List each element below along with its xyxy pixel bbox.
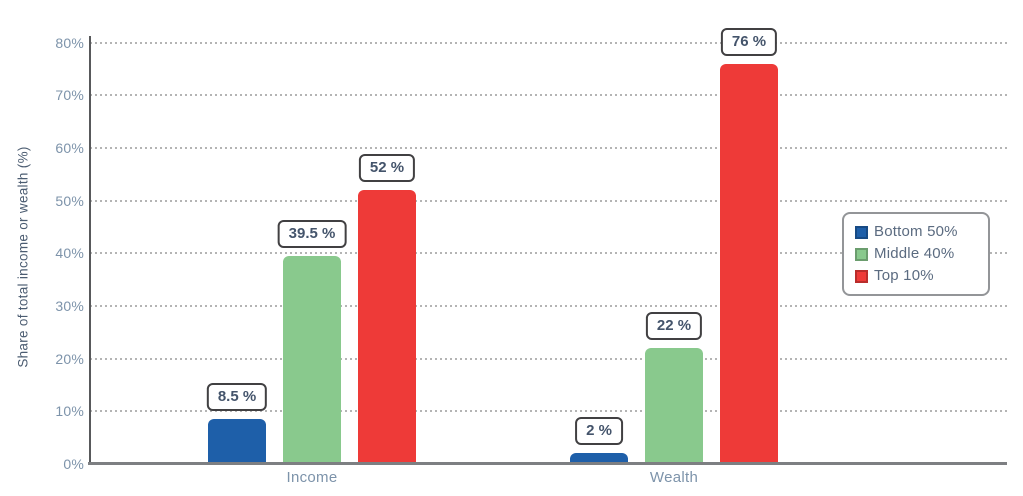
bar-top-10-wealth: [720, 63, 778, 464]
gridline: [90, 146, 1007, 149]
y-tick-label: 40%: [55, 245, 84, 262]
bar-top-10-income: [358, 190, 416, 464]
bar-value-label: 76 %: [720, 27, 778, 56]
category-label: Wealth: [649, 469, 699, 486]
legend-swatch: [855, 269, 868, 283]
bar-value-label: 52 %: [358, 154, 416, 183]
legend-swatch: [855, 247, 868, 261]
bar-value-label: 22 %: [645, 312, 703, 341]
bar-middle-40-wealth: [645, 348, 703, 464]
y-tick-label: 0%: [63, 456, 84, 472]
bar-value-label: 39.5 %: [277, 219, 347, 248]
legend: Bottom 50% Middle 40% Top 10%: [842, 212, 990, 296]
gridline: [90, 199, 1007, 202]
bar-bottom-50-wealth: [570, 453, 628, 464]
y-tick-label: 10%: [55, 403, 84, 420]
y-axis-line: [88, 36, 91, 464]
legend-item: Middle 40%: [855, 244, 978, 264]
legend-label: Bottom 50%: [874, 223, 958, 240]
legend-label: Top 10%: [874, 267, 934, 284]
gridline: [90, 357, 1007, 360]
gridline: [90, 410, 1007, 413]
gridline: [90, 94, 1007, 97]
y-tick-label: 50%: [55, 192, 84, 209]
bar-bottom-50-income: [208, 419, 266, 464]
bar-middle-40-income: [283, 255, 341, 464]
legend-item: Bottom 50%: [855, 222, 978, 242]
gridline: [90, 41, 1007, 44]
y-tick-label: 80%: [55, 34, 84, 51]
x-axis-line: [88, 461, 1007, 465]
legend-item: Top 10%: [855, 266, 978, 286]
bar-value-label: 2 %: [575, 417, 623, 446]
category-label: Income: [286, 469, 338, 486]
bar-value-label: 8.5 %: [206, 383, 268, 412]
y-tick-label: 70%: [55, 87, 84, 104]
y-tick-label: 30%: [55, 297, 84, 314]
gridline: [90, 252, 1007, 255]
y-tick-label: 20%: [55, 350, 84, 367]
y-tick-label: 60%: [55, 139, 84, 156]
legend-swatch: [855, 225, 868, 239]
gridline: [90, 304, 1007, 307]
legend-label: Middle 40%: [874, 245, 955, 262]
